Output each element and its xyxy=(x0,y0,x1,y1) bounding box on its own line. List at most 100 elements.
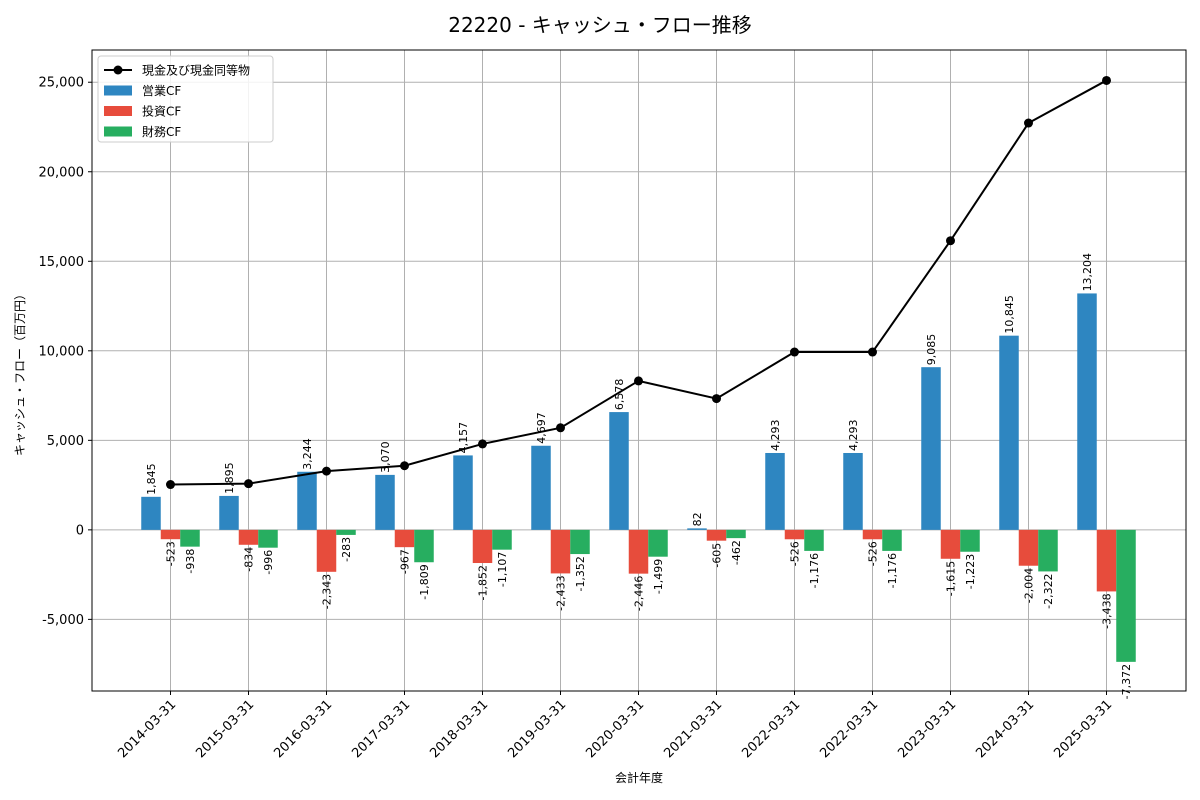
bar xyxy=(940,529,961,559)
bar xyxy=(453,455,473,530)
cash-point xyxy=(868,347,877,357)
bar xyxy=(297,471,317,530)
bar xyxy=(1077,293,1097,530)
y-tick-label: 5,000 xyxy=(47,434,84,449)
data-label: -1,176 xyxy=(808,553,821,588)
data-label: -1,809 xyxy=(418,564,431,599)
bar xyxy=(609,412,629,530)
cash-point xyxy=(712,394,721,404)
y-tick-label: -5,000 xyxy=(42,613,84,628)
bar xyxy=(570,529,590,555)
bar xyxy=(531,445,551,530)
x-tick-label: 2015-03-31 xyxy=(193,697,257,761)
cash-point xyxy=(166,480,175,490)
x-tick-label: 2021-03-31 xyxy=(661,697,725,761)
cash-point xyxy=(478,439,487,449)
bar xyxy=(375,474,395,530)
x-tick-label: 2024-03-31 xyxy=(973,697,1037,761)
x-tick-label: 2019-03-31 xyxy=(505,697,569,761)
data-label: -967 xyxy=(399,549,412,574)
data-label: 1,845 xyxy=(145,463,158,495)
data-label: -2,433 xyxy=(555,575,568,610)
data-label: 4,293 xyxy=(847,419,860,451)
y-tick-label: 15,000 xyxy=(39,255,85,270)
data-label: -2,446 xyxy=(633,576,646,611)
data-label: 1,895 xyxy=(223,462,236,494)
data-label: -526 xyxy=(789,541,802,566)
bar xyxy=(706,529,727,541)
bar xyxy=(960,529,980,552)
data-label: -1,176 xyxy=(886,553,899,588)
legend-label: 財務CF xyxy=(142,124,181,139)
bar xyxy=(1116,529,1136,662)
data-labels-layer: 1,845 1,895 3,244 3,070 4,157 4,697 6,578 82 4,2… xyxy=(145,253,1133,699)
x-tick-label: 2025-03-31 xyxy=(1051,697,1115,761)
bar xyxy=(726,529,746,539)
bar xyxy=(550,529,571,574)
legend-label: 現金及び現金同等物 xyxy=(142,63,250,78)
y-axis-label: キャッシュ・フロー（百万円） xyxy=(13,288,27,456)
legend-label: 営業CF xyxy=(142,84,181,98)
cash-point xyxy=(244,479,253,489)
data-label: -283 xyxy=(340,537,353,562)
y-axis-ticks: -5,000 0 5,000 10,000 15,000 20,000 25,000 xyxy=(39,76,92,628)
data-label: -2,322 xyxy=(1042,573,1055,608)
data-label: -3,438 xyxy=(1101,593,1114,628)
bar xyxy=(882,529,902,551)
data-label: 6,578 xyxy=(613,379,626,411)
bar xyxy=(414,529,434,563)
y-tick-label: 25,000 xyxy=(39,76,85,91)
cash-point xyxy=(322,466,331,476)
x-axis-ticks: 2014-03-31 2015-03-31 2016-03-31 2017-03-31… xyxy=(115,691,1115,761)
data-label: -1,499 xyxy=(652,559,665,594)
bar xyxy=(219,495,239,530)
bar xyxy=(258,529,278,548)
data-label: 10,845 xyxy=(1003,295,1016,334)
bar xyxy=(1096,529,1117,592)
cash-point xyxy=(1102,75,1111,85)
bar xyxy=(648,529,668,557)
cash-point xyxy=(556,423,565,433)
bar xyxy=(472,529,493,564)
bar xyxy=(238,529,259,545)
bar xyxy=(394,529,415,548)
data-label: -1,615 xyxy=(945,561,958,596)
legend-swatch-bar xyxy=(104,106,132,116)
y-tick-label: 10,000 xyxy=(39,344,85,359)
bar xyxy=(336,529,356,535)
bar xyxy=(160,529,181,540)
x-tick-label: 2018-03-31 xyxy=(427,697,491,761)
grid-lines xyxy=(92,50,1186,691)
legend-box xyxy=(97,55,274,143)
cash-point xyxy=(1024,118,1033,128)
x-tick-label: 2016-03-31 xyxy=(271,697,335,761)
bar xyxy=(316,529,337,572)
x-tick-label: 2022-03-31 xyxy=(739,697,803,761)
bar xyxy=(687,528,707,530)
bar xyxy=(804,529,824,551)
bar xyxy=(492,529,512,550)
line-layer xyxy=(166,75,1111,490)
data-label: -1,107 xyxy=(496,552,509,587)
x-tick-label: 2023-03-31 xyxy=(895,697,959,761)
x-tick-label: 2020-03-31 xyxy=(583,697,647,761)
bar xyxy=(1038,529,1058,572)
data-label: -7,372 xyxy=(1120,664,1133,699)
bar xyxy=(628,529,649,574)
x-tick-label: 2022-03-31 xyxy=(817,697,881,761)
cash-point xyxy=(790,347,799,357)
bar xyxy=(1018,529,1039,566)
data-label: -1,852 xyxy=(477,565,490,600)
bar xyxy=(862,529,883,540)
chart-title: 22220 - キャッシュ・フロー推移 xyxy=(448,13,752,37)
data-label: 3,070 xyxy=(379,441,392,473)
data-label: -462 xyxy=(730,540,743,565)
data-label: -996 xyxy=(262,550,275,575)
cash-point xyxy=(946,236,955,246)
cash-point xyxy=(400,461,409,471)
legend-swatch-bar xyxy=(104,85,132,96)
legend-swatch-marker xyxy=(113,65,123,75)
data-label: -2,343 xyxy=(321,574,334,609)
